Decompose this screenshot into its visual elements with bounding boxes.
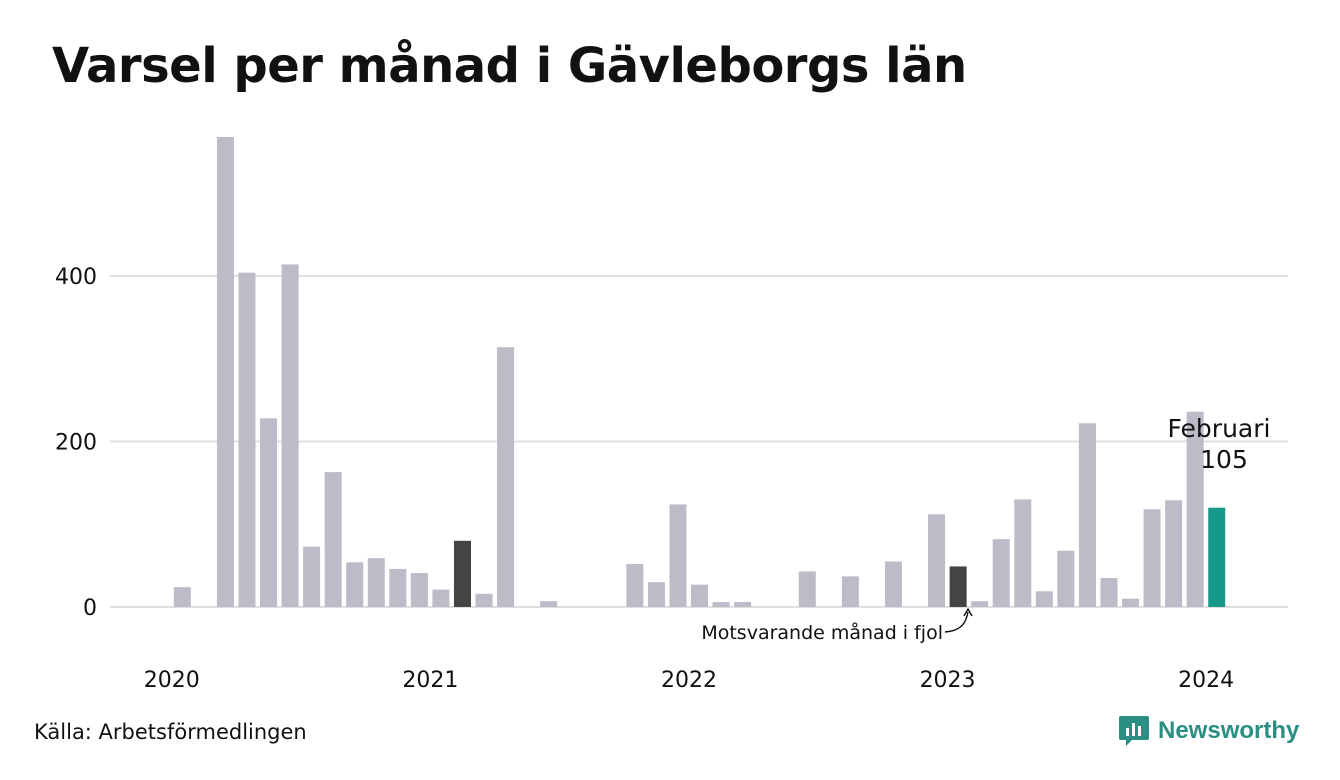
bar-2020-02 bbox=[173, 587, 191, 607]
y-tick-label: 200 bbox=[55, 431, 97, 456]
chart-title: Varsel per månad i Gävleborgs län bbox=[52, 38, 967, 94]
bar-2020-10 bbox=[346, 562, 364, 607]
bar-2020-09 bbox=[324, 472, 342, 607]
x-tick-label-2021: 2021 bbox=[402, 668, 458, 693]
bar-2024-01 bbox=[1186, 411, 1204, 607]
bar-2022-09 bbox=[841, 576, 859, 607]
comparison-arrow-icon bbox=[944, 611, 969, 633]
bar-2023-01 bbox=[928, 514, 946, 607]
bar-2023-04 bbox=[992, 539, 1010, 607]
bar-2021-04 bbox=[475, 593, 493, 607]
current-month-label: Februari bbox=[1168, 414, 1271, 443]
bar-2020-07 bbox=[281, 264, 299, 607]
comparison-month-label: Motsvarande månad i fjol bbox=[701, 621, 943, 644]
arrow-head-icon bbox=[963, 607, 973, 617]
bar-2021-05 bbox=[497, 347, 515, 607]
x-tick-label-2023: 2023 bbox=[920, 668, 976, 693]
x-axis-tick-labels: 2020 2021 2022 2023 2024 bbox=[144, 668, 1234, 693]
bar-2023-11 bbox=[1143, 509, 1161, 607]
x-tick-label-2024: 2024 bbox=[1178, 668, 1234, 693]
y-tick-label: 400 bbox=[55, 265, 97, 290]
brand-name: Newsworthy bbox=[1158, 717, 1300, 744]
bar-2023-08 bbox=[1078, 423, 1096, 607]
bar-2023-05 bbox=[1014, 499, 1032, 607]
bar-2023-03 bbox=[971, 601, 989, 607]
bar-2021-03 bbox=[453, 540, 471, 607]
y-tick-label: 0 bbox=[83, 596, 97, 621]
bar-2024-02 bbox=[1208, 507, 1226, 607]
bar-2020-11 bbox=[367, 558, 385, 607]
bar-2023-09 bbox=[1100, 578, 1118, 607]
bar-2021-07 bbox=[540, 601, 558, 607]
bar-2022-07 bbox=[798, 571, 816, 607]
bar-2023-07 bbox=[1057, 550, 1075, 607]
bar-2023-06 bbox=[1035, 591, 1053, 607]
bar-2021-11 bbox=[626, 563, 644, 607]
bar-2023-12 bbox=[1165, 500, 1183, 607]
newsworthy-logo: Newsworthy bbox=[1118, 714, 1299, 748]
bar-2021-12 bbox=[647, 582, 665, 607]
bar-2021-01 bbox=[410, 573, 428, 607]
bar-2022-02 bbox=[691, 584, 709, 607]
bar-2023-02 bbox=[949, 566, 967, 607]
newsworthy-chart-bubble-icon bbox=[1119, 716, 1149, 746]
y-axis-tick-labels: 0 200 400 bbox=[55, 265, 97, 621]
annotations: Februari 105 Motsvarande månad i fjol bbox=[701, 414, 1270, 644]
bar-2020-04 bbox=[216, 136, 234, 608]
current-month-value: 105 bbox=[1200, 445, 1248, 474]
bar-2020-12 bbox=[389, 568, 407, 607]
bar-2022-03 bbox=[712, 602, 730, 607]
bar-2020-08 bbox=[303, 546, 321, 607]
source-note: Källa: Arbetsförmedlingen bbox=[34, 720, 307, 744]
bar-2022-11 bbox=[884, 561, 902, 607]
x-tick-label-2020: 2020 bbox=[144, 668, 200, 693]
bar-2020-05 bbox=[238, 272, 256, 607]
bar-2022-01 bbox=[669, 504, 687, 607]
bar-2022-04 bbox=[734, 602, 752, 607]
x-tick-label-2022: 2022 bbox=[661, 668, 717, 693]
bar-2023-10 bbox=[1122, 598, 1140, 607]
bar-2021-02 bbox=[432, 589, 450, 607]
bars bbox=[173, 136, 1226, 608]
bar-2020-06 bbox=[260, 418, 278, 607]
